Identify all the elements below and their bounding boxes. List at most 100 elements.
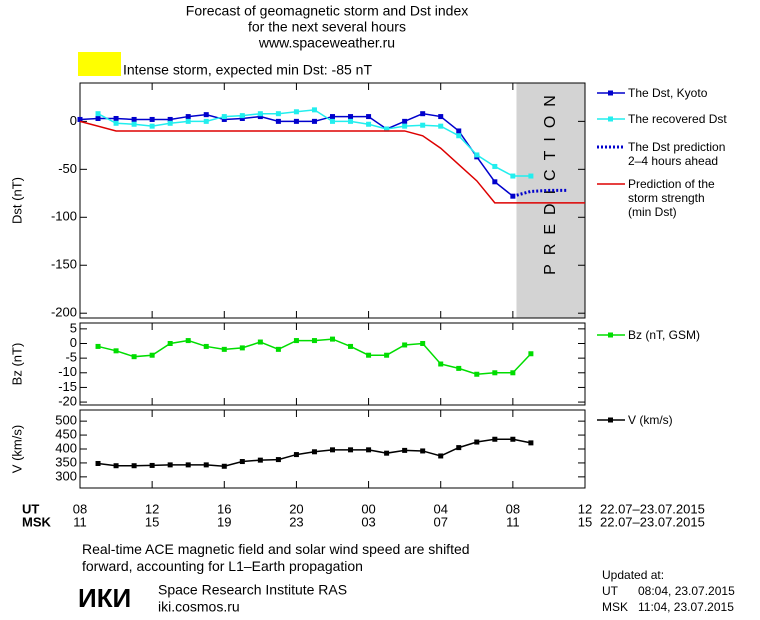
data-point <box>275 457 281 463</box>
data-point <box>221 114 227 120</box>
data-point <box>402 123 408 129</box>
data-point <box>492 436 498 442</box>
data-point <box>95 111 101 117</box>
data-point <box>185 114 191 120</box>
x-tick-label: 00 <box>361 501 375 516</box>
y-tick-label: 0 <box>70 113 77 128</box>
data-point <box>203 118 209 124</box>
data-point <box>366 352 372 358</box>
y-tick-label: 500 <box>55 413 77 428</box>
y-tick-label: -5 <box>65 350 77 365</box>
y-tick-label: -50 <box>58 161 77 176</box>
data-point <box>438 123 444 129</box>
legend-marker <box>608 90 613 96</box>
data-point <box>348 114 354 120</box>
legend-label: V (km/s) <box>628 413 673 427</box>
legend-label: Prediction of the storm strength (min Ds… <box>628 177 715 219</box>
data-point <box>492 370 498 376</box>
legend-marker <box>608 417 613 423</box>
data-point <box>239 113 245 119</box>
data-point <box>275 118 281 124</box>
data-point <box>257 114 263 120</box>
data-point <box>221 463 227 469</box>
x-tick-label-msk: 07 <box>433 514 447 529</box>
updated-key: UT <box>602 584 619 598</box>
data-point <box>402 342 408 348</box>
x-tick-label-msk: 15 <box>145 514 159 529</box>
data-point <box>492 179 498 185</box>
legend-marker <box>608 332 613 338</box>
data-point <box>95 460 101 466</box>
data-point <box>95 115 101 121</box>
storm-indicator <box>78 52 121 76</box>
data-point <box>456 133 462 139</box>
data-point <box>311 118 317 124</box>
data-point <box>203 462 209 468</box>
y-axis-label: Bz (nT) <box>9 343 24 386</box>
y-tick-label: 5 <box>70 320 77 335</box>
data-point <box>293 118 299 124</box>
data-point <box>203 343 209 349</box>
x-tick-label: 20 <box>289 501 303 516</box>
plot-frame <box>79 82 586 319</box>
data-point <box>420 341 426 346</box>
data-point <box>131 354 137 360</box>
y-tick-label: 300 <box>55 468 77 483</box>
legend-label: The recovered Dst <box>628 112 727 126</box>
data-point <box>402 118 408 124</box>
x-tick-label: 12 <box>145 501 159 516</box>
title-line: for the next several hours <box>248 19 406 35</box>
data-point <box>293 109 299 115</box>
data-point <box>257 339 263 345</box>
data-point <box>257 457 263 463</box>
data-point <box>492 163 498 169</box>
data-point <box>438 114 444 120</box>
data-point <box>348 343 354 349</box>
data-point <box>348 447 354 453</box>
y-tick-label: 400 <box>55 440 77 455</box>
data-point <box>239 115 245 121</box>
data-point <box>384 450 390 456</box>
y-tick-label: -20 <box>58 394 77 409</box>
data-point <box>113 115 119 121</box>
data-point <box>474 152 480 158</box>
legend-label: The Dst prediction 2–4 hours ahead <box>628 140 726 168</box>
data-point <box>257 111 263 117</box>
data-point <box>456 128 462 134</box>
prediction-zone <box>516 83 585 318</box>
data-point <box>528 351 534 357</box>
data-point <box>167 120 173 126</box>
y-tick-label: -15 <box>58 379 77 394</box>
y-axis-label: Dst (nT) <box>9 177 24 224</box>
y-tick-label: -100 <box>51 209 77 224</box>
data-point <box>293 452 299 458</box>
data-point <box>402 447 408 453</box>
data-point <box>131 121 137 127</box>
logo: ИКИ <box>78 583 131 613</box>
data-point <box>167 341 173 346</box>
y-tick-label: -150 <box>51 257 77 272</box>
data-point <box>185 338 191 344</box>
data-point <box>131 116 137 122</box>
data-point <box>384 126 390 132</box>
data-point <box>185 462 191 468</box>
data-point <box>77 116 83 122</box>
data-point <box>528 173 534 179</box>
data-point <box>149 352 155 358</box>
data-point <box>384 352 390 358</box>
data-point <box>275 346 281 352</box>
legend-label: Bz (nT, GSM) <box>628 328 701 342</box>
data-point <box>420 111 426 117</box>
data-point <box>330 336 335 342</box>
x-tick-label-msk: 11 <box>73 514 87 529</box>
date-range: 22.07–23.07.2015 <box>600 514 705 529</box>
series-line <box>97 338 532 376</box>
y-tick-label: -10 <box>58 364 77 379</box>
data-point <box>185 118 191 124</box>
data-point <box>203 112 209 118</box>
legend-label: The Dst, Kyoto <box>628 86 708 100</box>
footnote: Real-time ACE magnetic field and solar w… <box>82 541 470 574</box>
x-row-label: MSK <box>22 514 52 529</box>
data-point <box>275 111 281 117</box>
data-point <box>311 449 317 455</box>
